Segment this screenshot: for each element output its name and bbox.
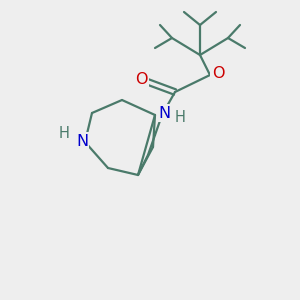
Text: N: N [76,134,88,148]
Text: O: O [135,73,147,88]
Text: H: H [58,127,69,142]
Text: O: O [212,67,224,82]
Text: N: N [158,106,170,121]
Text: H: H [175,110,186,125]
